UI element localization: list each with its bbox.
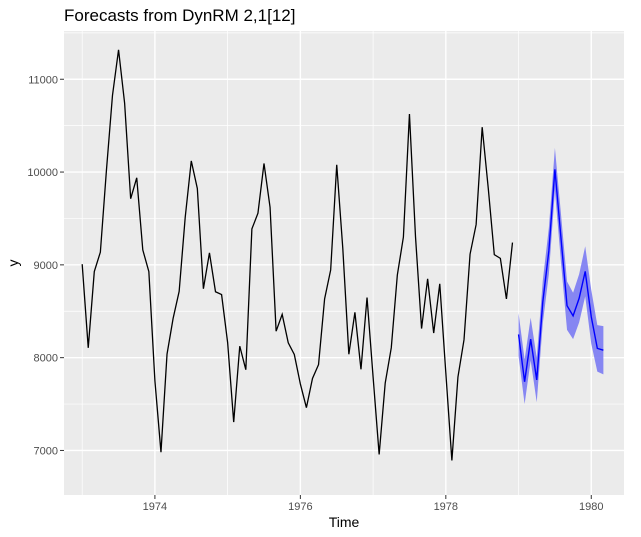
x-axis-title: Time <box>329 514 360 530</box>
y-tick-label: 11000 <box>28 74 58 86</box>
x-tick-label: 1978 <box>434 501 458 513</box>
y-tick-label: 8000 <box>34 353 58 365</box>
y-tick-label: 7000 <box>34 445 58 457</box>
y-axis-title: y <box>5 260 21 267</box>
x-axis: 1974 1976 1978 1980 <box>143 495 604 513</box>
x-tick-label: 1974 <box>143 501 167 513</box>
y-axis: 7000 8000 9000 10000 11000 <box>27 74 64 457</box>
y-tick-label: 9000 <box>34 260 58 272</box>
chart-title: Forecasts from DynRM 2,1[12] <box>64 6 295 25</box>
x-tick-label: 1980 <box>579 501 603 513</box>
x-tick-label: 1976 <box>288 501 312 513</box>
series-line <box>81 49 514 461</box>
forecast-line <box>517 169 604 382</box>
y-tick-label: 10000 <box>27 167 58 179</box>
